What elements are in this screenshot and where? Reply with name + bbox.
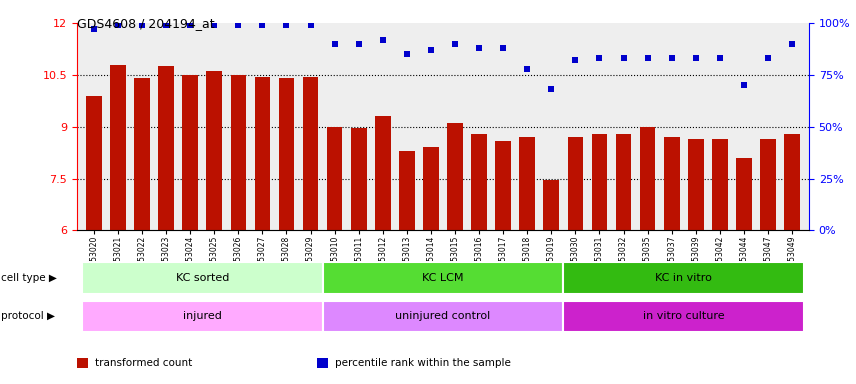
Bar: [520, 137, 535, 230]
Text: uninjured control: uninjured control: [395, 311, 490, 321]
Bar: [760, 139, 776, 230]
Text: injured: injured: [183, 311, 222, 321]
Bar: [447, 123, 463, 230]
Bar: [110, 65, 126, 230]
Point: [689, 55, 703, 61]
Bar: [182, 75, 198, 230]
Point: [641, 55, 655, 61]
Text: transformed count: transformed count: [95, 358, 193, 368]
Text: protocol ▶: protocol ▶: [1, 311, 55, 321]
Bar: [423, 147, 439, 230]
Point: [183, 22, 197, 28]
Point: [449, 41, 462, 47]
Bar: [591, 134, 607, 230]
Point: [159, 22, 173, 28]
Point: [665, 55, 679, 61]
Text: KC in vitro: KC in vitro: [656, 273, 712, 283]
Point: [111, 22, 125, 28]
Text: KC LCM: KC LCM: [422, 273, 464, 283]
Point: [207, 22, 221, 28]
Bar: [254, 77, 270, 230]
Bar: [206, 71, 222, 230]
Bar: [784, 134, 800, 230]
Bar: [399, 151, 414, 230]
Point: [376, 36, 389, 43]
Bar: [712, 139, 728, 230]
Point: [785, 41, 799, 47]
Bar: [134, 78, 150, 230]
Point: [761, 55, 775, 61]
Point: [256, 22, 270, 28]
Bar: [375, 116, 390, 230]
Point: [473, 45, 486, 51]
Bar: [472, 134, 487, 230]
Point: [424, 47, 437, 53]
Point: [400, 51, 413, 57]
Point: [352, 41, 366, 47]
Bar: [639, 127, 656, 230]
Bar: [351, 128, 366, 230]
Point: [544, 86, 558, 93]
Point: [496, 45, 510, 51]
Text: cell type ▶: cell type ▶: [1, 273, 56, 283]
Point: [592, 55, 606, 61]
Point: [135, 22, 149, 28]
Text: GDS4608 / 204194_at: GDS4608 / 204194_at: [77, 17, 215, 30]
Point: [568, 57, 582, 63]
Text: in vitro culture: in vitro culture: [643, 311, 724, 321]
Point: [737, 82, 751, 88]
Point: [616, 55, 630, 61]
Bar: [327, 127, 342, 230]
Text: KC sorted: KC sorted: [175, 273, 229, 283]
Point: [328, 41, 342, 47]
Point: [280, 22, 294, 28]
Point: [520, 66, 534, 72]
Bar: [86, 96, 102, 230]
Bar: [544, 180, 559, 230]
Bar: [230, 75, 247, 230]
Point: [231, 22, 245, 28]
Bar: [158, 66, 174, 230]
Bar: [688, 139, 704, 230]
Bar: [736, 158, 752, 230]
Text: percentile rank within the sample: percentile rank within the sample: [335, 358, 510, 368]
Bar: [568, 137, 583, 230]
Point: [713, 55, 727, 61]
Point: [87, 26, 101, 32]
Bar: [615, 134, 632, 230]
Bar: [664, 137, 680, 230]
Bar: [496, 141, 511, 230]
Bar: [303, 77, 318, 230]
Bar: [279, 78, 294, 230]
Point: [304, 22, 318, 28]
